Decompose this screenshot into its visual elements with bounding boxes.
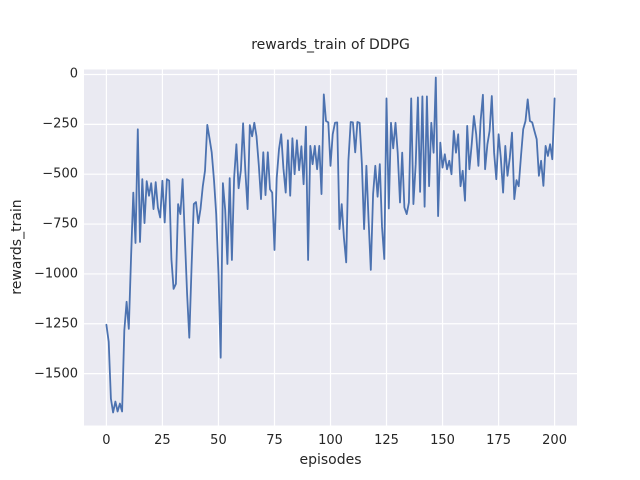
x-tick-label: 150 <box>430 433 455 448</box>
y-axis-label: rewards_train <box>9 199 25 295</box>
y-tick-label: −1000 <box>34 266 78 282</box>
y-tick-label: −500 <box>42 166 78 182</box>
x-tick-label: 125 <box>374 433 399 448</box>
y-tick-label: −750 <box>42 216 78 232</box>
reward-data-line <box>105 76 556 414</box>
x-tick-label: 175 <box>486 433 511 448</box>
x-axis-label: episodes <box>299 452 362 468</box>
x-tick-label: 75 <box>266 433 283 448</box>
y-tick-label: 0 <box>69 66 78 82</box>
grid-lines <box>84 69 577 426</box>
chart-title: rewards_train of DDPG <box>251 37 410 53</box>
y-tick-label: −1250 <box>34 316 78 332</box>
y-tick-label: −250 <box>42 116 78 132</box>
x-tick-label: 25 <box>154 433 171 448</box>
x-tick-label: 200 <box>542 433 567 448</box>
x-tick-label: 0 <box>102 433 111 448</box>
x-tick-label: 50 <box>210 433 227 448</box>
y-tick-label: −1500 <box>34 366 78 382</box>
x-tick-label: 100 <box>318 433 343 448</box>
